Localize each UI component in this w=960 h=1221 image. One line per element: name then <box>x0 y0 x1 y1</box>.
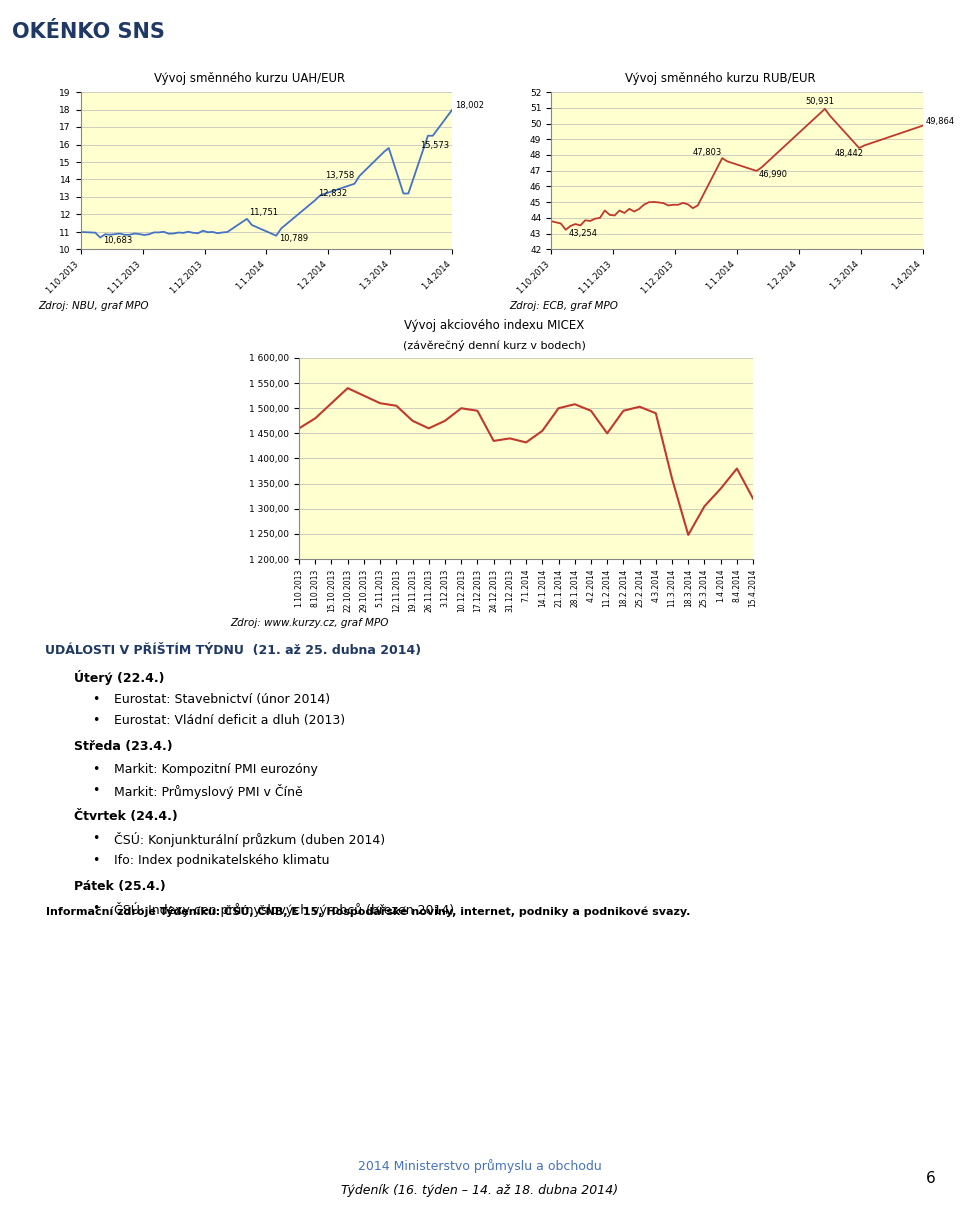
Text: •: • <box>92 714 99 726</box>
Text: •: • <box>92 853 99 867</box>
Text: 47,803: 47,803 <box>693 148 722 158</box>
Text: 46,990: 46,990 <box>759 170 788 179</box>
Text: Ifo: Index podnikatelského klimatu: Ifo: Index podnikatelského klimatu <box>114 853 330 867</box>
Text: •: • <box>92 784 99 797</box>
Text: 11,751: 11,751 <box>250 209 278 217</box>
Text: 2014 Ministerstvo průmyslu a obchodu: 2014 Ministerstvo průmyslu a obchodu <box>358 1160 602 1173</box>
Text: OKÉNKO SNS: OKÉNKO SNS <box>12 22 165 42</box>
Text: UDÁLOSTI V PŘÍŠTÍM TÝDNU  (21. až 25. dubna 2014): UDÁLOSTI V PŘÍŠTÍM TÝDNU (21. až 25. dub… <box>45 643 421 657</box>
Text: Markit: Kompozitní PMI eurozóny: Markit: Kompozitní PMI eurozóny <box>114 763 318 775</box>
Text: Zdroj: www.kurzy.cz, graf MPO: Zdroj: www.kurzy.cz, graf MPO <box>230 618 389 628</box>
Text: (závěrečný denní kurz v bodech): (závěrečný denní kurz v bodech) <box>403 339 586 350</box>
Text: Čtvrtek (24.4.): Čtvrtek (24.4.) <box>74 810 178 823</box>
Text: 18,002: 18,002 <box>455 100 484 110</box>
Text: ČSÚ: Konjunkturální průzkum (duben 2014): ČSÚ: Konjunkturální průzkum (duben 2014) <box>114 833 385 847</box>
Text: •: • <box>92 763 99 775</box>
Text: 12,832: 12,832 <box>318 189 347 199</box>
Text: 15,573: 15,573 <box>420 142 449 150</box>
Text: Vývoj akciového indexu MICEX: Vývoj akciového indexu MICEX <box>404 319 585 332</box>
Text: 50,931: 50,931 <box>805 98 834 106</box>
Text: Markit: Průmyslový PMI v Číně: Markit: Průmyslový PMI v Číně <box>114 784 303 799</box>
Text: 49,864: 49,864 <box>925 117 954 126</box>
Text: Středa (23.4.): Středa (23.4.) <box>74 740 173 753</box>
Text: Úterý (22.4.): Úterý (22.4.) <box>74 670 164 685</box>
Text: 10,683: 10,683 <box>103 236 132 244</box>
Text: 10,789: 10,789 <box>278 234 308 243</box>
Text: Vývoj směnného kurzu UAH/EUR: Vývoj směnného kurzu UAH/EUR <box>154 72 346 84</box>
Text: Eurostat: Vládní deficit a dluh (2013): Eurostat: Vládní deficit a dluh (2013) <box>114 714 346 726</box>
Text: Týdeník (16. týden – 14. až 18. dubna 2014): Týdeník (16. týden – 14. až 18. dubna 20… <box>342 1184 618 1197</box>
Text: Zdroj: ECB, graf MPO: Zdroj: ECB, graf MPO <box>509 300 617 310</box>
Text: •: • <box>92 833 99 845</box>
Text: 6: 6 <box>926 1171 936 1186</box>
Text: 13,758: 13,758 <box>325 171 354 181</box>
Text: •: • <box>92 902 99 916</box>
Text: Eurostat: Stavebnictví (únor 2014): Eurostat: Stavebnictví (únor 2014) <box>114 692 330 706</box>
Text: 43,254: 43,254 <box>568 230 597 238</box>
Text: Pátek (25.4.): Pátek (25.4.) <box>74 880 166 893</box>
Text: Zdroj: NBU, graf MPO: Zdroj: NBU, graf MPO <box>38 300 149 310</box>
Text: Vývoj směnného kurzu RUB/EUR: Vývoj směnného kurzu RUB/EUR <box>625 72 815 84</box>
Text: Informační zdroje Týdeníku: ČSÚ, ČNB, E 15, Hospodářské noviny, internet, podnik: Informační zdroje Týdeníku: ČSÚ, ČNB, E … <box>45 905 690 917</box>
Text: 48,442: 48,442 <box>834 149 864 158</box>
Text: •: • <box>92 692 99 706</box>
Text: ČSÚ: Indexy cen průmyslových výrobců (březen 2014): ČSÚ: Indexy cen průmyslových výrobců (bř… <box>114 902 454 917</box>
